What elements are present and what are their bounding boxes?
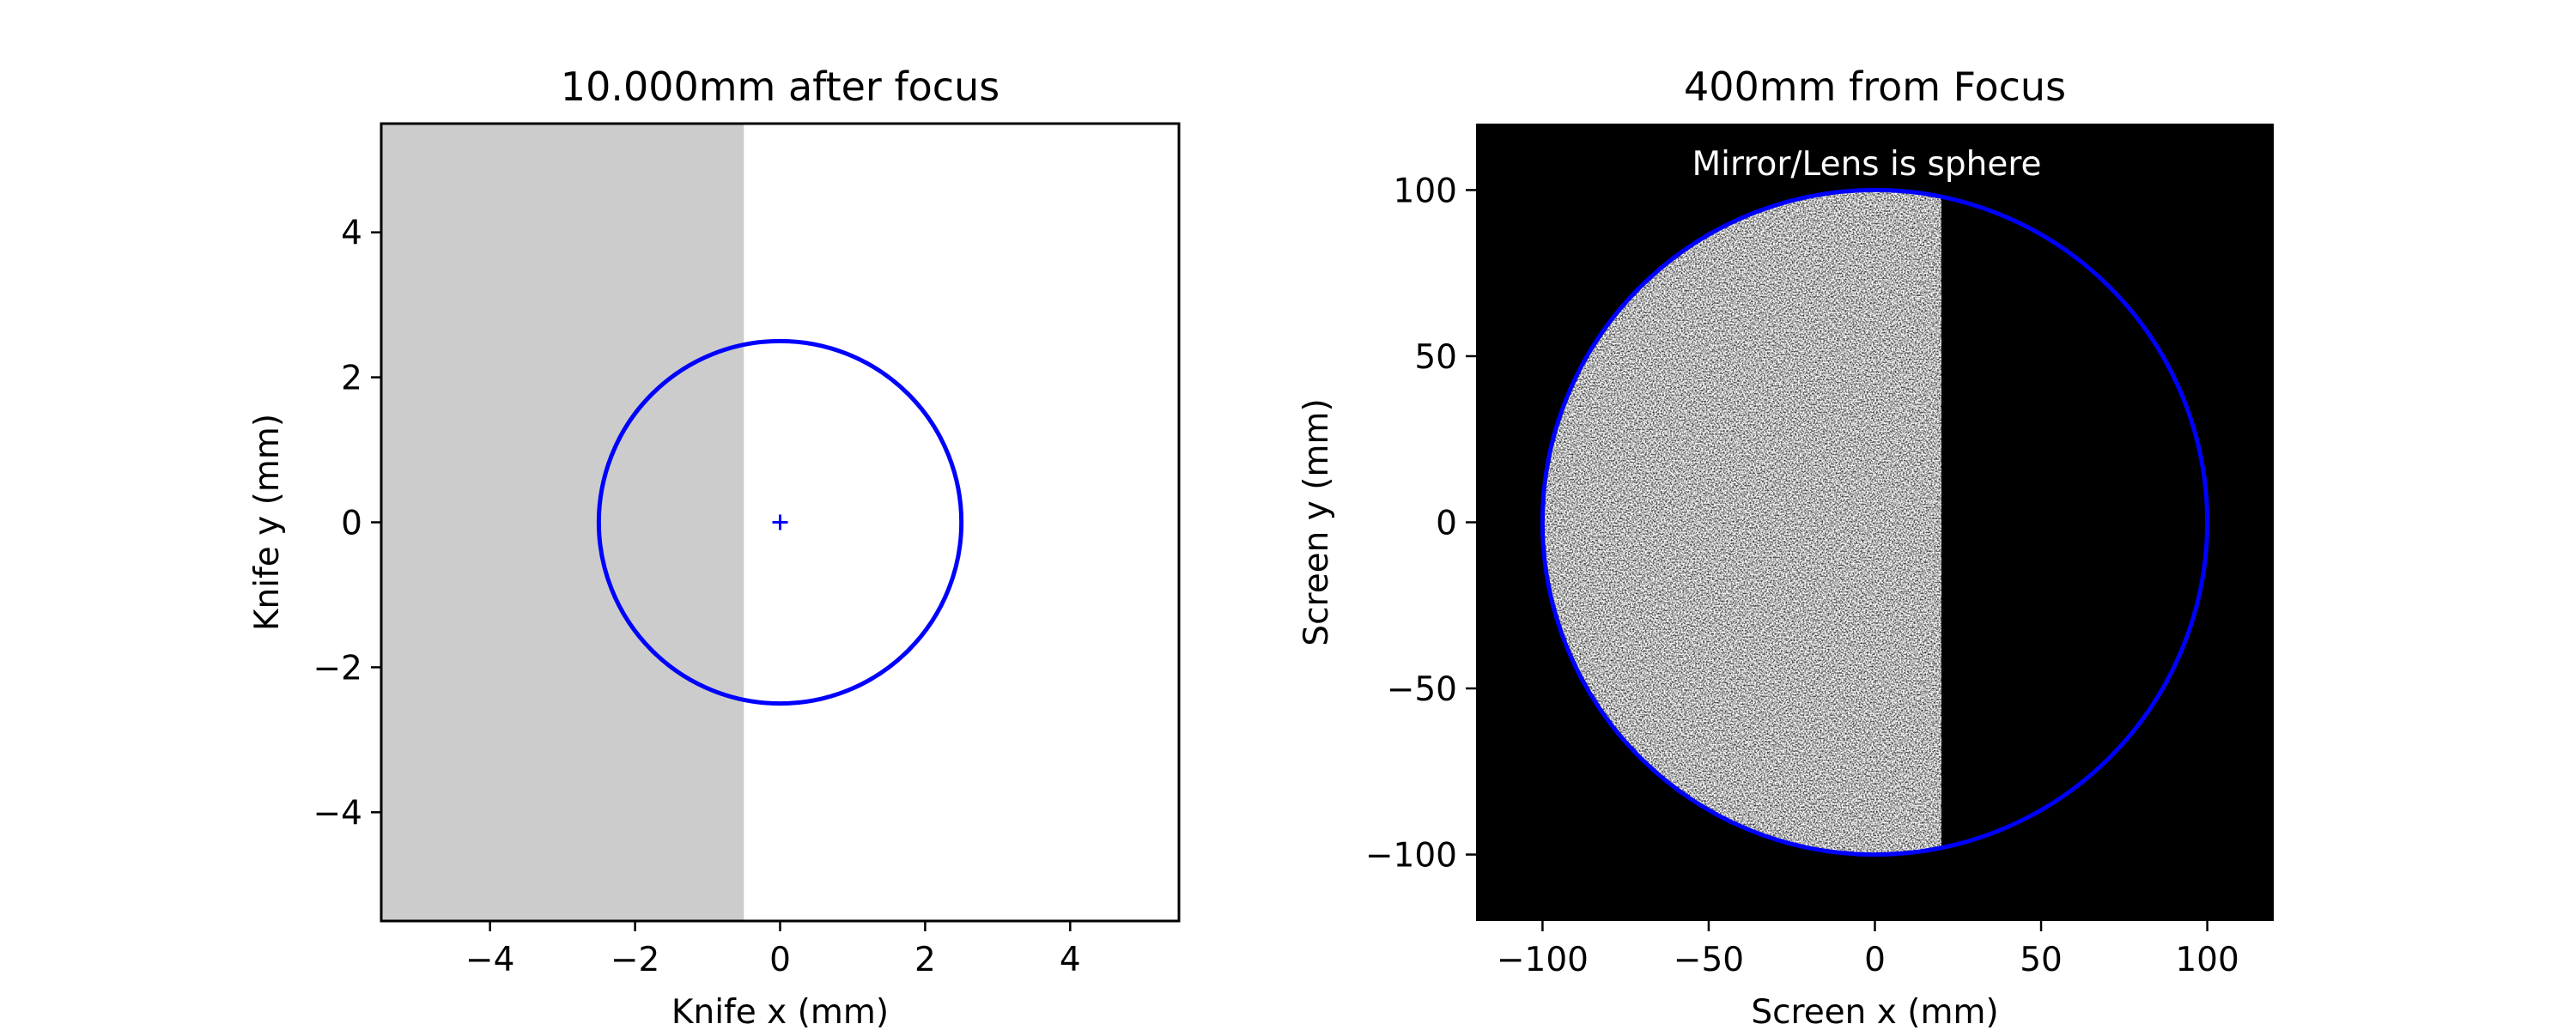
knife-x-tick-label: 4 [1060,941,1081,979]
screen-y-tick-label: 0 [1436,505,1457,543]
knife-y-tick-label: 0 [341,505,362,543]
knife-y-tick-label: 4 [341,215,362,253]
knife-x-tick-label: 2 [914,941,936,979]
screen-y-tick-label: −50 [1387,670,1457,709]
knife-plot: 10.000mm after focus −4 −2 0 2 4 −4 −2 0 2 4 Kni… [248,64,1181,1030]
knife-y-tick-label: −2 [313,649,363,688]
knife-edge-region [381,124,744,921]
screen-annotation: Mirror/Lens is sphere [1692,145,2041,184]
screen-plot: 400mm from Focus Mirror/Lens is sphere −… [1297,64,2274,1030]
screen-x-tick-label: 0 [1864,941,1886,979]
screen-x-tick-label: −100 [1497,941,1589,979]
center-marker [772,514,788,530]
screen-circle [1540,187,2210,857]
knife-x-tick-label: 0 [769,941,791,979]
knife-y-label: Knife y (mm) [248,414,287,631]
knife-y-ticks: −4 −2 0 2 4 [313,215,381,833]
screen-x-tick-label: −50 [1674,941,1744,979]
screen-x-ticks: −100 −50 0 50 100 [1497,921,2239,979]
screen-x-label: Screen x (mm) [1751,993,1998,1030]
screen-y-ticks: −100 −50 0 50 100 [1365,172,1476,876]
screen-y-tick-label: −100 [1365,837,1457,876]
screen-y-label: Screen y (mm) [1297,398,1336,645]
screen-plot-title: 400mm from Focus [1684,64,2066,110]
knife-x-ticks: −4 −2 0 2 4 [465,921,1081,979]
knife-x-tick-label: −4 [465,941,515,979]
knife-x-tick-label: −2 [611,941,660,979]
knife-x-label: Knife x (mm) [671,993,889,1030]
knife-y-tick-label: −4 [313,794,363,833]
screen-x-tick-label: 100 [2175,941,2239,979]
knife-circle [596,338,964,706]
screen-y-tick-label: 100 [1394,172,1457,210]
knife-y-tick-label: 2 [341,360,362,398]
knife-plot-title: 10.000mm after focus [561,64,999,110]
screen-y-tick-label: 50 [1414,338,1457,377]
screen-x-tick-label: 50 [2020,941,2063,979]
